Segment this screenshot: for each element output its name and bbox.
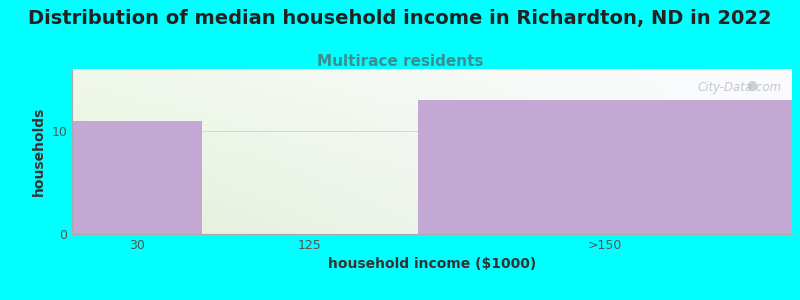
Text: Distribution of median household income in Richardton, ND in 2022: Distribution of median household income … [28, 9, 772, 28]
Text: City-Data.com: City-Data.com [697, 80, 781, 94]
Bar [72, 121, 202, 234]
Y-axis label: households: households [32, 107, 46, 196]
Bar [418, 100, 792, 234]
Text: ⬤: ⬤ [746, 80, 758, 91]
Text: Multirace residents: Multirace residents [317, 54, 483, 69]
X-axis label: household income ($1000): household income ($1000) [328, 257, 536, 272]
